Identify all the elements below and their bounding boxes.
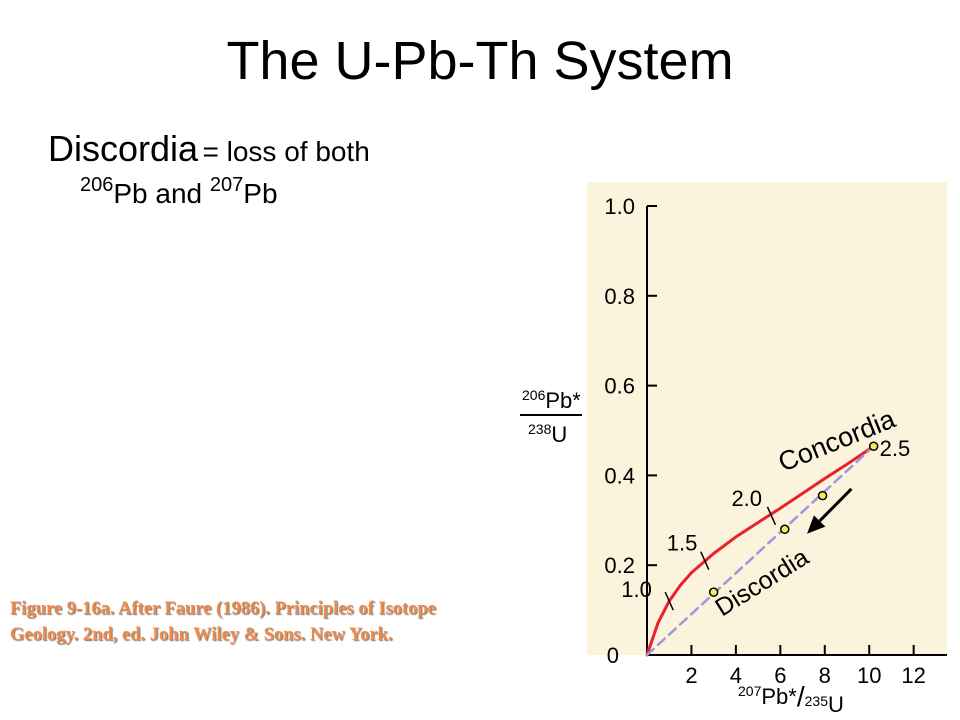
bullet-term: Discordia	[48, 128, 199, 169]
age-marks: 1.0 1.5 2.0 2.5	[621, 436, 911, 611]
data-points	[708, 441, 879, 597]
isotope2-symbol: Pb	[243, 178, 278, 209]
x-tick-label: 2	[685, 663, 697, 688]
arrow-head	[807, 515, 826, 534]
x-tick-label: 4	[730, 663, 742, 688]
discordia-curve	[645, 444, 875, 657]
ylabel-den-mass: 238	[528, 421, 552, 437]
x-ticks: 2 4 6 8 10 12	[685, 645, 926, 688]
ylabel-num-symbol: Pb*	[545, 388, 581, 413]
age-tick	[700, 551, 710, 571]
xlabel-num-mass: 207	[738, 683, 762, 699]
xlabel-num-symbol: Pb*	[761, 684, 797, 709]
x-tick-label: 12	[901, 663, 925, 688]
slide-title: The U-Pb-Th System	[226, 31, 734, 91]
y-tick-label: 0.6	[604, 374, 635, 399]
y-tick-label: 0.4	[604, 463, 635, 488]
y-tick-label: 0	[607, 643, 619, 668]
concordia-chart: 00.20.40.60.81.0 2 4 6 8 10 12 1.01.52.02.5 C…	[520, 182, 947, 717]
xlabel-separator: /	[797, 681, 805, 712]
x-tick-label: 8	[819, 663, 831, 688]
x-axis-label: 207Pb*/235U	[738, 681, 844, 717]
y-tick-label: 0.2	[604, 553, 635, 578]
x-tick-label: 6	[774, 663, 786, 688]
age-label: 2.0	[731, 486, 762, 511]
xlabel-den-mass: 235	[805, 693, 829, 709]
isotope2-mass: 207	[209, 174, 244, 196]
isotope1-symbol: Pb and	[113, 178, 203, 209]
figure-caption: Figure 9-16a. After Faure (1986). Princi…	[10, 599, 436, 645]
y-tick-label: 1.0	[604, 194, 635, 219]
arrow-shaft	[818, 487, 853, 523]
sample-point	[780, 524, 790, 535]
age-label: 1.0	[621, 577, 652, 602]
svg-text:206Pb*: 206Pb*	[522, 387, 581, 413]
y-tick-label: 0.8	[604, 284, 635, 309]
age-tick	[664, 591, 674, 611]
bullet-text: Discordia = loss of both 206Pb and 207Pb	[48, 126, 370, 211]
svg-text:238U: 238U	[528, 421, 567, 447]
xlabel-den-symbol: U	[828, 692, 844, 717]
svg-text:207Pb*/235U: 207Pb*/235U	[738, 681, 844, 717]
sample-point	[868, 441, 879, 451]
x-tick-label: 10	[857, 663, 881, 688]
y-ticks: 0 0.2 0.4 0.6 0.8 1.0	[604, 194, 657, 668]
bullet-definition: = loss of both	[202, 136, 370, 167]
y-axis-label: 206Pb* 238U	[520, 387, 582, 447]
sample-point	[817, 490, 828, 501]
sample-point	[708, 587, 719, 597]
ylabel-num-mass: 206	[522, 387, 546, 403]
age-label: 1.5	[667, 531, 698, 556]
discordia-arrow	[807, 487, 853, 534]
isotope1-mass: 206	[80, 174, 114, 196]
age-tick	[766, 506, 777, 526]
bullet-isotopes: 206Pb and 207Pb	[48, 173, 370, 211]
ylabel-den-symbol: U	[551, 422, 567, 447]
age-label: 2.5	[880, 436, 911, 461]
